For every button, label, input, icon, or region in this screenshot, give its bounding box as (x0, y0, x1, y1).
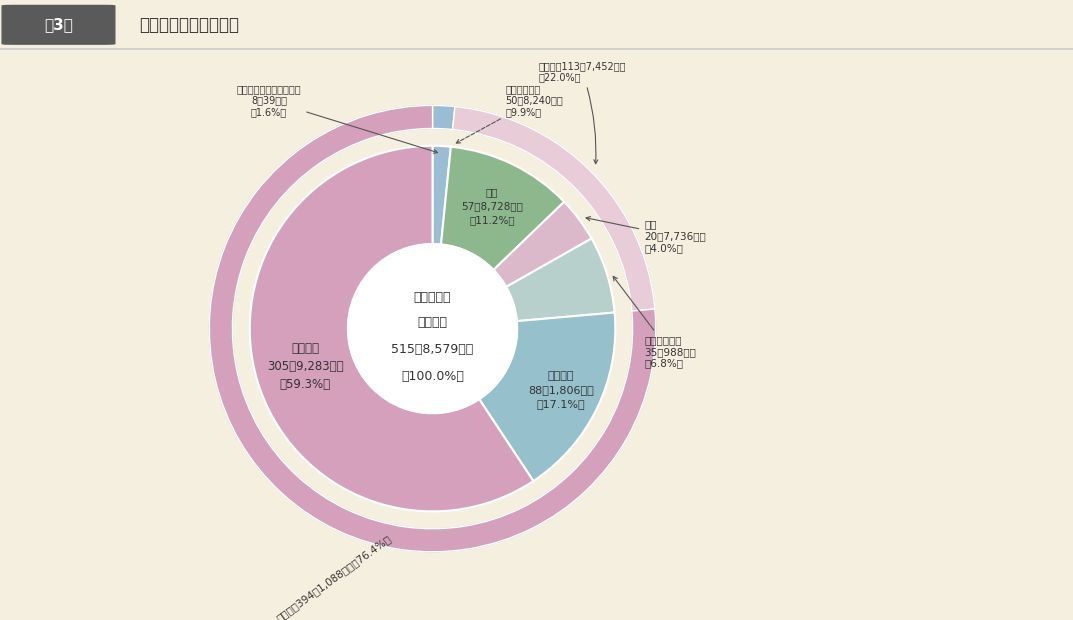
Wedge shape (432, 105, 455, 130)
Wedge shape (506, 239, 615, 321)
Wedge shape (441, 147, 564, 270)
Text: 515兆8,579億円: 515兆8,579億円 (392, 343, 473, 356)
Text: 地方
57兆8,728億円
（11.2%）: 地方 57兆8,728億円 （11.2%） (461, 187, 524, 224)
Text: （名目）: （名目） (417, 316, 447, 329)
Text: 国内総支出: 国内総支出 (414, 291, 452, 304)
Wedge shape (480, 312, 615, 481)
Text: うち普通会計
50兆8,240億円
（9.9%）: うち普通会計 50兆8,240億円 （9.9%） (456, 84, 563, 143)
Text: 社会保障基金
35兆988億円
（6.8%）: 社会保障基金 35兆988億円 （6.8%） (613, 277, 696, 368)
Wedge shape (432, 146, 451, 244)
Wedge shape (494, 202, 591, 287)
Wedge shape (453, 107, 655, 311)
Text: 家計部門
305兆9,283億円
（59.3%）: 家計部門 305兆9,283億円 （59.3%） (267, 342, 343, 391)
Text: 民間部門394兆1,088億円（76.4%）: 民間部門394兆1,088億円（76.4%） (275, 534, 393, 620)
Wedge shape (250, 146, 533, 511)
Text: 中央
20兆7,736億円
（4.0%）: 中央 20兆7,736億円 （4.0%） (586, 216, 706, 253)
Wedge shape (209, 105, 656, 552)
Text: （100.0%）: （100.0%） (401, 370, 464, 383)
Text: 財貨・サービスの純輸出
8兆39億円
（1.6%）: 財貨・サービスの純輸出 8兆39億円 （1.6%） (237, 84, 438, 153)
Circle shape (348, 244, 517, 414)
FancyBboxPatch shape (2, 6, 115, 44)
Text: 国内総支出と地方財政: 国内総支出と地方財政 (139, 16, 239, 34)
Text: 企業部門
88兆1,806億円
（17.1%）: 企業部門 88兆1,806億円 （17.1%） (528, 371, 593, 409)
Text: 第3図: 第3図 (45, 17, 73, 32)
Text: 政府部門113兆7,452億円
（22.0%）: 政府部門113兆7,452億円 （22.0%） (539, 61, 626, 164)
